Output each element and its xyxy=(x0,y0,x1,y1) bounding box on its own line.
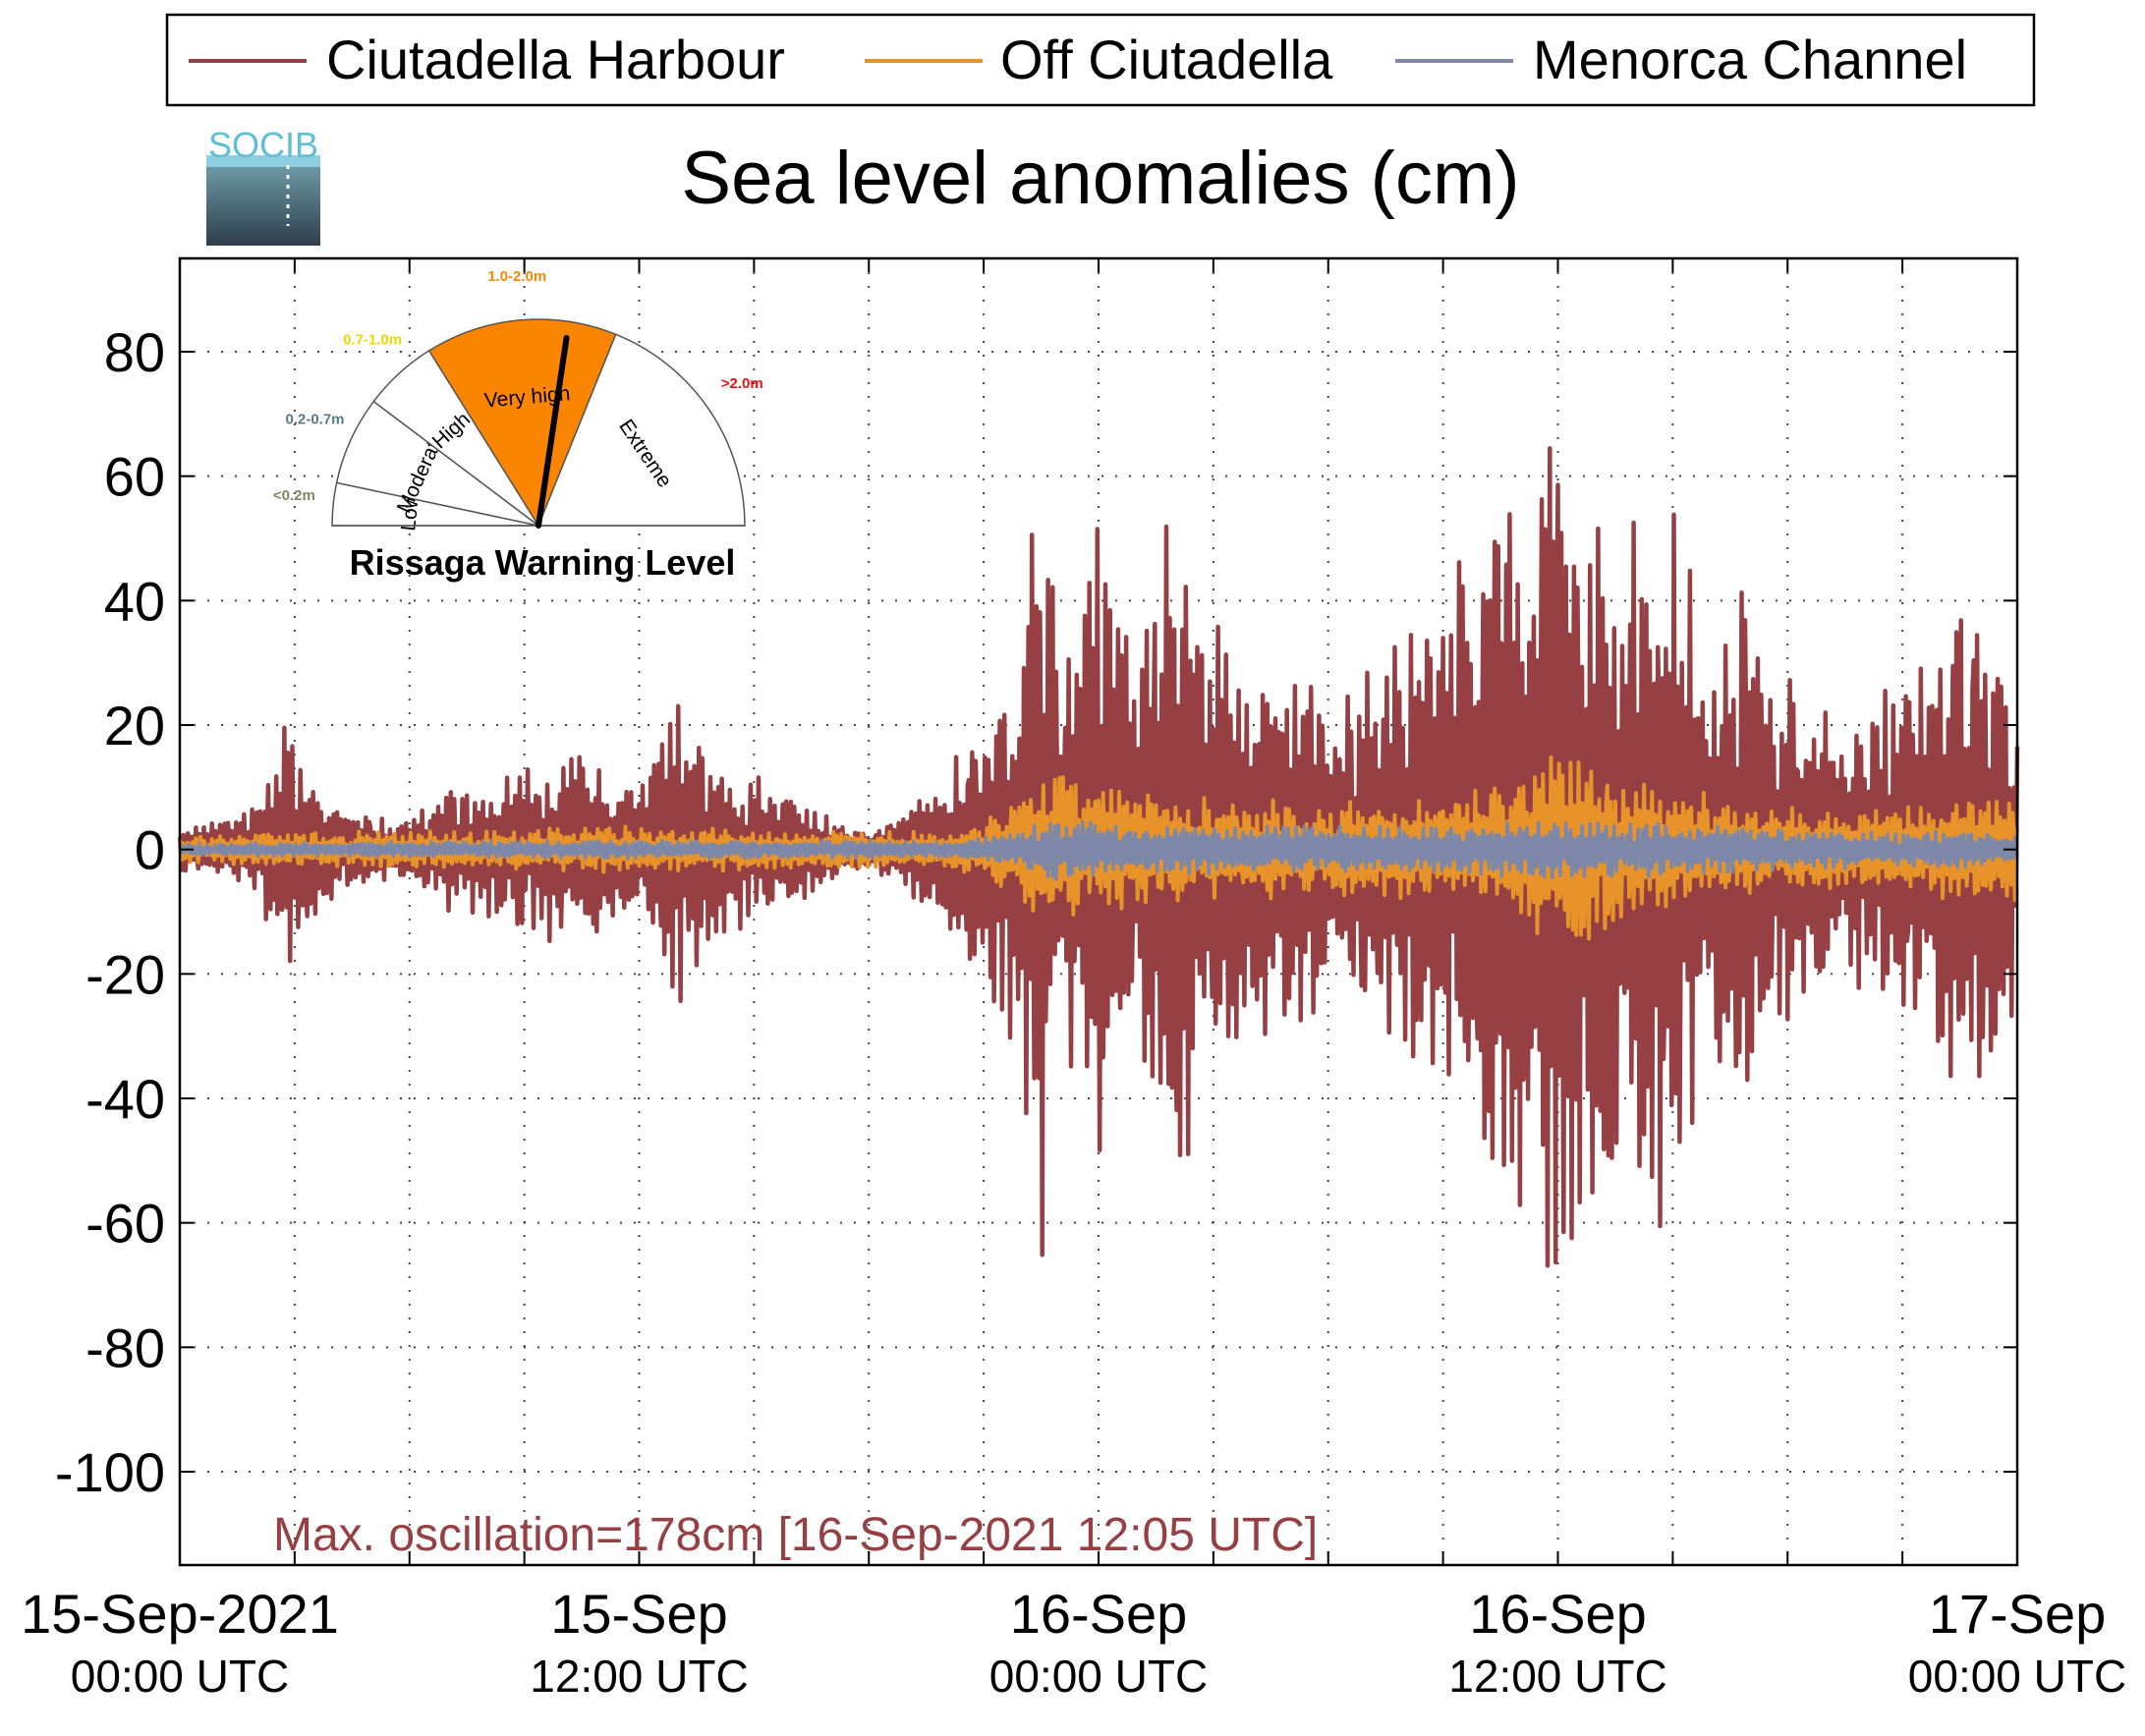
logo-wave-block xyxy=(206,165,320,246)
x-tick-label-date: 17-Sep xyxy=(1929,1583,2107,1645)
socib-logo: SOCIB xyxy=(206,125,320,246)
y-axis: 80 60 40 20 0 -20 -40 -60 -80 -100 xyxy=(55,321,165,1503)
y-tick-label: 40 xyxy=(104,570,165,632)
gauge-range-label: <0.2m xyxy=(273,487,315,504)
series-line-menorca-channel xyxy=(178,820,2019,881)
logo-band xyxy=(206,155,320,167)
legend-box xyxy=(165,13,2036,107)
x-tick-label-time: 00:00 UTC xyxy=(71,1651,289,1702)
legend: Ciutadella Harbour Off Ciutadella Menorc… xyxy=(165,13,2036,107)
axis-ticks xyxy=(179,258,2018,1565)
series-layer xyxy=(177,446,2020,1268)
y-tick-label: -20 xyxy=(85,943,165,1005)
x-tick-label-time: 12:00 UTC xyxy=(530,1651,748,1702)
gauge-needle xyxy=(536,334,570,529)
y-tick-label: 0 xyxy=(135,819,165,881)
x-tick-label-date: 16-Sep xyxy=(1010,1583,1188,1645)
gauge-range-label: 0.2-0.7m xyxy=(285,411,344,427)
y-tick-label: -100 xyxy=(55,1441,165,1503)
x-tick-label-time: 00:00 UTC xyxy=(1908,1651,2126,1702)
y-tick-label: -80 xyxy=(85,1316,165,1378)
x-tick-label-time: 12:00 UTC xyxy=(1448,1651,1666,1702)
gauge-range-label: 1.0-2.0m xyxy=(487,268,546,285)
gauge-title: Rissaga Warning Level xyxy=(350,542,736,583)
y-tick-label: 60 xyxy=(104,446,165,508)
y-tick-label: -40 xyxy=(85,1068,165,1130)
x-tick-label-date: 16-Sep xyxy=(1469,1583,1647,1645)
y-tick-label: 80 xyxy=(104,321,165,383)
y-tick-label: 20 xyxy=(104,695,165,756)
legend-label-ciutadella-harbour: Ciutadella Harbour xyxy=(326,28,785,90)
y-tick-label: -60 xyxy=(85,1193,165,1255)
x-axis: 15-Sep-2021 00:00 UTC 15-Sep 12:00 UTC 16-Se… xyxy=(21,1583,2126,1702)
gauge-sector-very-high xyxy=(427,318,617,528)
gauge-range-label: >2.0m xyxy=(721,375,763,392)
legend-label-off-ciutadella: Off Ciutadella xyxy=(1000,28,1333,90)
logo-text: SOCIB xyxy=(208,125,318,165)
chart-title: Sea level anomalies (cm) xyxy=(681,137,1519,220)
legend-label-menorca-channel: Menorca Channel xyxy=(1533,28,1967,90)
gauge-sector-extreme xyxy=(536,333,746,527)
x-tick-label-time: 00:00 UTC xyxy=(989,1651,1208,1702)
gauge-range-label: 0.7-1.0m xyxy=(343,332,402,349)
max-oscillation-annotation: Max. oscillation=178cm [16-Sep-2021 12:0… xyxy=(273,1509,1318,1561)
x-tick-label-date: 15-Sep-2021 xyxy=(21,1583,339,1645)
x-tick-label-date: 15-Sep xyxy=(550,1583,728,1645)
